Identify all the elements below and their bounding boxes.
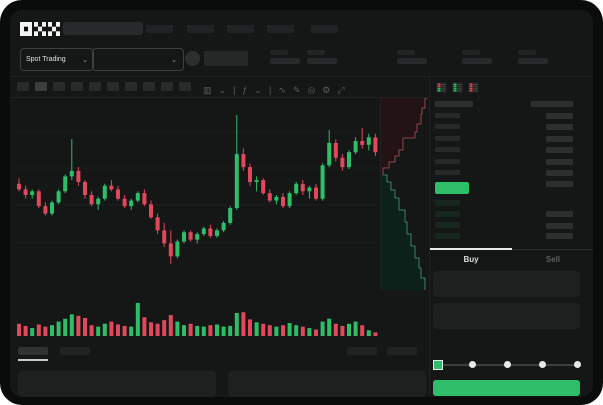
bottom-action-button[interactable]	[387, 347, 417, 355]
draw-tool-icon[interactable]: ✎	[292, 85, 301, 95]
price-input[interactable]	[433, 271, 580, 297]
coin-avatar	[185, 51, 200, 66]
slider-stop[interactable]	[468, 361, 476, 368]
timeframe-button[interactable]	[179, 82, 191, 91]
orderbook-mode-asks-icon[interactable]	[468, 82, 479, 93]
stat-label	[270, 50, 288, 55]
bid-row-size[interactable]	[435, 200, 460, 206]
ask-row-price[interactable]	[546, 124, 573, 131]
ask-row-size[interactable]	[435, 124, 460, 130]
buy-submit-button[interactable]	[433, 380, 580, 396]
slider-handle[interactable]	[433, 360, 443, 370]
pair-name-placeholder	[204, 51, 248, 66]
stat-label	[462, 50, 480, 55]
toolbar-divider: |	[268, 85, 272, 95]
timeframe-button[interactable]	[89, 82, 101, 91]
stat-value	[397, 58, 427, 64]
chart-type-icon[interactable]: ▥	[203, 85, 212, 95]
stat-value	[270, 58, 300, 64]
bid-row-price[interactable]	[546, 223, 573, 229]
stat-label	[307, 50, 325, 55]
ask-row-size[interactable]	[435, 113, 460, 118]
okx-logo[interactable]	[20, 22, 60, 36]
ask-row-price[interactable]	[546, 158, 573, 165]
stat-value	[462, 58, 492, 64]
stat-value	[518, 58, 548, 64]
bottom-action-button[interactable]	[347, 347, 377, 355]
active-tab-underline	[18, 359, 48, 361]
slider-stop[interactable]	[573, 361, 581, 368]
tab-buy[interactable]: Buy	[463, 255, 479, 264]
last-price-bar[interactable]	[435, 182, 469, 194]
chevron-down-icon[interactable]: ⌄	[218, 85, 227, 95]
fullscreen-icon[interactable]: ⤢	[337, 85, 345, 95]
bottom-panel-left[interactable]	[18, 371, 216, 397]
ask-row-size[interactable]	[435, 135, 460, 141]
settings-gear-icon[interactable]: ⚙	[322, 85, 331, 95]
ask-row-price[interactable]	[546, 113, 573, 119]
market-type-label: Spot Trading	[26, 56, 66, 63]
pair-selector[interactable]: ⌄	[92, 48, 184, 71]
stat-label	[397, 50, 415, 55]
timeframe-button[interactable]	[17, 82, 29, 91]
depth-chart	[381, 98, 428, 290]
timeframe-button[interactable]	[35, 82, 47, 91]
ask-row-size[interactable]	[435, 170, 460, 175]
bid-row-size[interactable]	[435, 211, 460, 217]
orderbook-mode-combined-icon[interactable]	[436, 82, 447, 93]
chevron-down-icon: ⌄	[171, 56, 177, 64]
ask-row-price[interactable]	[546, 147, 573, 154]
toolbar-divider: |	[233, 85, 236, 95]
ask-row-price[interactable]	[546, 170, 573, 176]
bid-row-size[interactable]	[435, 222, 460, 228]
slider-stop[interactable]	[538, 361, 546, 368]
ask-row-size[interactable]	[435, 158, 460, 164]
ask-row-size[interactable]	[435, 147, 460, 153]
candlestick-chart[interactable]	[14, 100, 378, 290]
ask-row-price[interactable]	[546, 135, 573, 142]
bid-row-size[interactable]	[435, 233, 460, 239]
chevron-down-icon: ⌄	[82, 56, 88, 64]
timeframe-button[interactable]	[53, 82, 65, 91]
bid-row-price[interactable]	[546, 211, 573, 217]
camera-icon[interactable]: ◎	[307, 85, 316, 95]
nav-item[interactable]	[311, 25, 338, 33]
chevron-down-icon[interactable]: ⌄	[254, 85, 262, 95]
timeframe-button[interactable]	[143, 82, 155, 91]
stat-value	[307, 58, 337, 64]
stat-label	[518, 50, 536, 55]
nav-item[interactable]	[227, 25, 254, 33]
active-tab-indicator	[430, 248, 512, 250]
bottom-panel-right[interactable]	[228, 371, 426, 397]
bottom-tab-active[interactable]	[18, 347, 48, 355]
ask-row-price[interactable]	[546, 181, 573, 187]
nav-item[interactable]	[187, 25, 214, 33]
tab-sell[interactable]: Sell	[545, 255, 561, 264]
nav-item[interactable]	[267, 25, 294, 33]
indicators-icon[interactable]: ƒ	[242, 85, 248, 95]
timeframe-button[interactable]	[125, 82, 137, 91]
line-tool-icon[interactable]: ∿	[278, 85, 286, 95]
timeframe-button[interactable]	[161, 82, 173, 91]
slider-stop[interactable]	[503, 361, 511, 368]
volume-bars	[17, 302, 378, 336]
bottom-tab[interactable]	[60, 347, 90, 355]
market-type-selector[interactable]: Spot Trading ⌄	[20, 48, 94, 71]
orderbook-header-right	[531, 101, 573, 107]
orderbook-header-left	[435, 101, 473, 107]
amount-input[interactable]	[433, 303, 580, 329]
bid-row-price[interactable]	[546, 233, 573, 239]
search-input[interactable]	[63, 22, 143, 35]
timeframe-button[interactable]	[71, 82, 83, 91]
nav-item[interactable]	[146, 25, 173, 33]
orderbook-mode-bids-icon[interactable]	[452, 82, 463, 93]
chart-tools: ▥ ⌄ | ƒ ⌄ | ∿ ✎ ◎ ⚙ ⤢	[203, 80, 363, 95]
timeframe-button[interactable]	[107, 82, 119, 91]
